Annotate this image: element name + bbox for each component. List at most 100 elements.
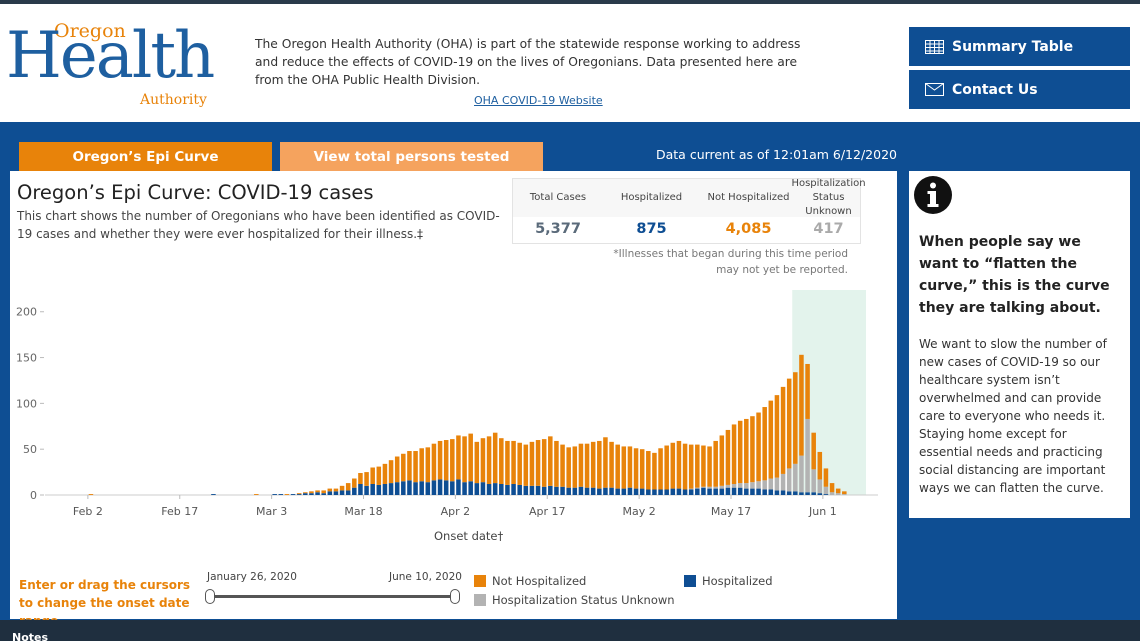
bar-not-hospitalized: [842, 491, 847, 495]
bar-hospitalized: [744, 488, 749, 495]
x-tick-label: Feb 17: [161, 505, 198, 518]
range-end-handle[interactable]: [450, 589, 460, 604]
bar-hospitalized: [676, 488, 682, 495]
bar-hospitalized: [486, 484, 492, 495]
bar-hospitalized: [572, 487, 578, 495]
logo-oregon: Oregon: [54, 20, 126, 42]
y-tick-label: 100: [16, 397, 37, 410]
bar-hospitalized: [566, 487, 571, 495]
bar-unknown: [707, 486, 712, 489]
range-start-date[interactable]: January 26, 2020: [207, 571, 297, 583]
y-tick-label: 150: [16, 352, 37, 365]
bar-hospitalized: [682, 489, 688, 495]
stat-value: 875: [636, 221, 667, 237]
bar-hospitalized: [535, 485, 541, 495]
stats-table: Total Cases 5,377 Hospitalized 875 Not H…: [512, 178, 866, 244]
legend-swatch: [474, 575, 486, 587]
envelope-icon: [925, 83, 944, 96]
tab-persons-tested[interactable]: View total persons tested: [280, 142, 543, 171]
bar-hospitalized: [437, 479, 443, 495]
bar-unknown: [768, 478, 774, 490]
bar-hospitalized: [309, 493, 314, 495]
oha-website-link[interactable]: OHA COVID-19 Website: [474, 94, 603, 107]
contact-us-label: Contact Us: [952, 81, 1038, 98]
stat-hospitalized: Hospitalized 875: [603, 179, 700, 243]
bar-not-hospitalized: [774, 395, 780, 478]
bar-not-hospitalized: [303, 492, 308, 494]
bar-not-hospitalized: [768, 400, 774, 479]
bar-hospitalized: [768, 489, 774, 495]
epi-curve-panel: [10, 171, 897, 619]
bar-hospitalized: [786, 491, 792, 495]
legend-not-hospitalized[interactable]: Not Hospitalized: [474, 574, 586, 588]
x-tick-label: Feb 2: [73, 505, 103, 518]
bar-hospitalized: [737, 487, 743, 495]
bar-hospitalized: [799, 492, 804, 495]
panel-description: This chart shows the number of Oregonian…: [17, 209, 500, 241]
bar-not-hospitalized: [682, 443, 688, 490]
bar-unknown: [842, 494, 847, 495]
date-range-slider[interactable]: [210, 595, 456, 598]
bar-not-hospitalized: [480, 438, 486, 483]
bar-unknown: [774, 477, 780, 491]
bar-not-hospitalized: [762, 407, 767, 481]
epi-curve-chart[interactable]: 0 50 100 150 200 Feb 2 Feb 17 Mar 3 Mar 18 Apr 2 A…: [10, 280, 890, 525]
bar-hospitalized: [584, 487, 590, 495]
bar-unknown: [737, 483, 743, 488]
bar-not-hospitalized: [725, 429, 731, 485]
range-start-handle[interactable]: [205, 589, 215, 604]
bar-unknown: [701, 486, 706, 488]
bar-not-hospitalized: [505, 440, 510, 485]
illness-note: *Illnesses that began during this time p…: [613, 248, 848, 276]
bar-not-hospitalized: [688, 444, 694, 489]
bar-not-hospitalized: [425, 447, 431, 483]
bar-hospitalized: [664, 489, 669, 495]
bar-not-hospitalized: [621, 446, 627, 489]
bar-hospitalized: [382, 484, 388, 495]
range-end-date[interactable]: June 10, 2020: [389, 571, 462, 583]
bar-not-hospitalized: [627, 446, 633, 488]
bar-not-hospitalized: [486, 436, 492, 485]
bar-not-hospitalized: [370, 467, 375, 485]
bar-not-hospitalized: [695, 444, 700, 488]
bar-hospitalized: [511, 484, 516, 495]
notes-label[interactable]: Notes: [12, 631, 49, 641]
bar-hospitalized: [425, 482, 431, 495]
bar-not-hospitalized: [799, 354, 804, 456]
stat-unknown: Hospitalization Status Unknown 417: [791, 178, 865, 243]
bar-unknown: [829, 492, 835, 495]
stat-not-hospitalized: Not Hospitalized 4,085: [700, 179, 797, 243]
bar-hospitalized: [609, 487, 614, 495]
legend-unknown[interactable]: Hospitalization Status Unknown: [474, 593, 675, 607]
bar-not-hospitalized: [413, 451, 418, 483]
bar-not-hospitalized: [376, 466, 382, 485]
legend-label: Hospitalized: [702, 574, 773, 588]
flatten-curve-sidebar: [909, 171, 1130, 518]
bar-not-hospitalized: [639, 449, 645, 489]
bar-not-hospitalized: [646, 451, 651, 490]
bar-not-hospitalized: [443, 440, 449, 481]
x-tick-label: Jun 1: [808, 505, 837, 518]
summary-table-button[interactable]: Summary Table: [909, 27, 1130, 66]
bar-not-hospitalized: [756, 412, 761, 482]
stat-total-cases: Total Cases 5,377: [513, 179, 603, 243]
bar-hospitalized: [615, 488, 620, 495]
bar-not-hospitalized: [615, 444, 620, 489]
bottom-bar: [0, 620, 1140, 641]
oha-logo[interactable]: Oregon Health Authority: [6, 16, 216, 111]
bar-not-hospitalized: [750, 416, 755, 483]
bar-not-hospitalized: [633, 448, 639, 489]
x-tick-label: Mar 18: [344, 505, 382, 518]
bar-hospitalized: [407, 480, 412, 495]
sidebar-headline: When people say we want to “flatten the …: [919, 234, 1110, 316]
contact-us-button[interactable]: Contact Us: [909, 70, 1130, 109]
bar-not-hospitalized: [345, 483, 351, 491]
bar-not-hospitalized: [333, 488, 339, 492]
legend-hospitalized[interactable]: Hospitalized: [684, 574, 773, 588]
bar-unknown: [786, 468, 792, 492]
bar-hospitalized: [560, 486, 565, 495]
logo-health: Health: [6, 19, 215, 93]
legend-label: Not Hospitalized: [492, 574, 587, 588]
bar-not-hospitalized: [572, 446, 578, 488]
